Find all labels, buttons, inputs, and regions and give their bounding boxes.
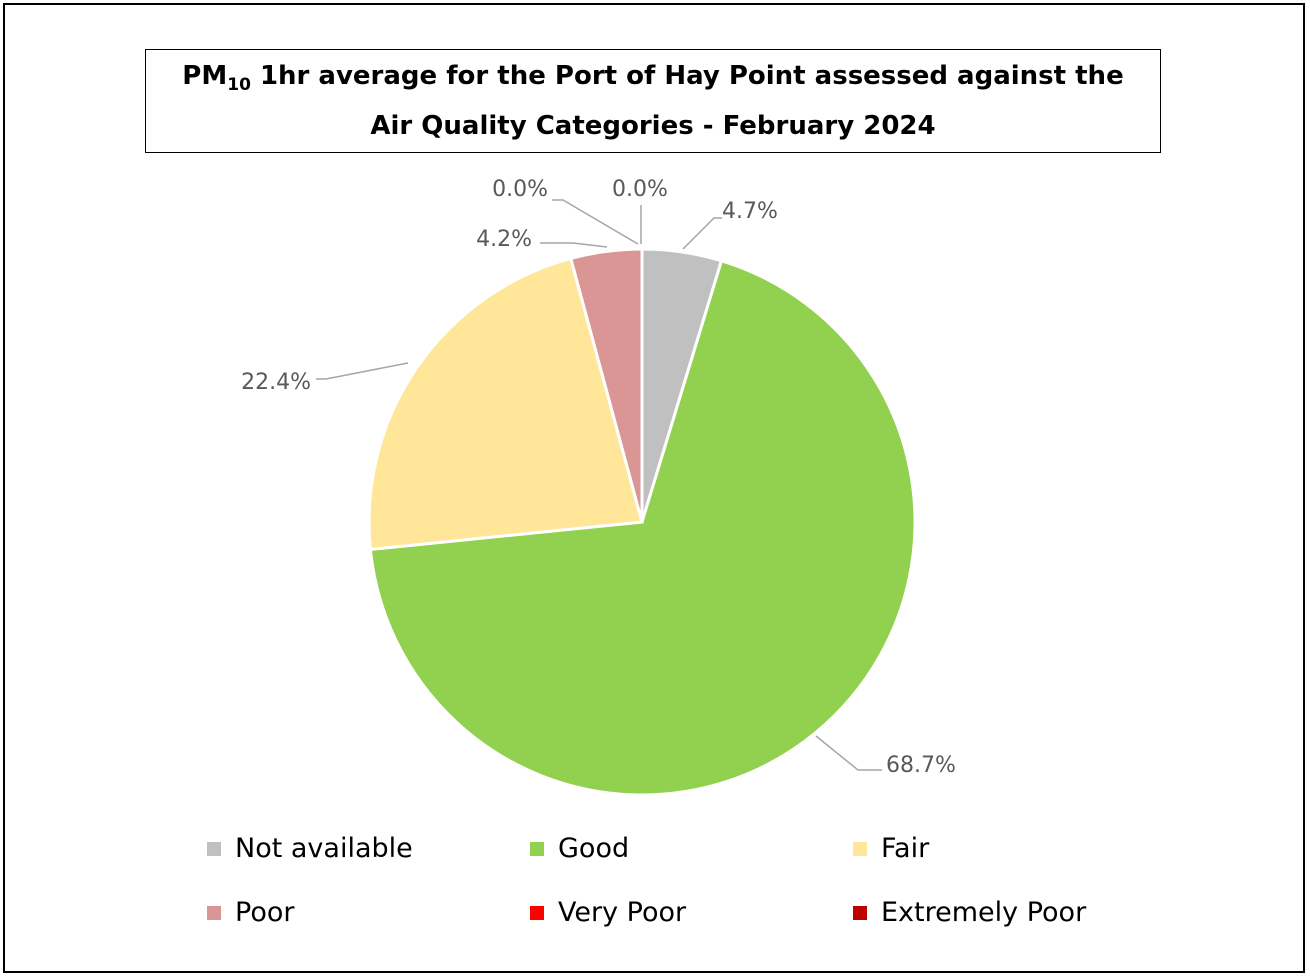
- legend-label: Extremely Poor: [881, 897, 1087, 928]
- legend-item-very-poor: Very Poor: [530, 897, 686, 928]
- title-subscript: 10: [227, 75, 251, 96]
- data-label: 4.2%: [476, 227, 532, 252]
- leader-line: [815, 735, 882, 771]
- pie-slice-fair: [367, 256, 644, 552]
- data-label: 68.7%: [886, 753, 956, 778]
- legend-label: Very Poor: [558, 897, 687, 928]
- leader-line: [682, 217, 722, 250]
- legend-swatch: [530, 905, 544, 920]
- leader-lines: [316, 199, 882, 771]
- legend-item-extremely-poor: Extremely Poor: [853, 897, 1086, 928]
- pie-slice-poor: [568, 247, 644, 523]
- legend-item-good: Good: [530, 833, 629, 864]
- data-label: 4.7%: [722, 199, 778, 224]
- leader-line: [316, 362, 409, 380]
- pie-slices: [367, 247, 917, 797]
- legend-item-not-available: Not available: [207, 833, 413, 864]
- leader-line: [552, 199, 639, 245]
- data-label: 0.0%: [492, 177, 548, 202]
- legend-swatch: [530, 841, 544, 856]
- data-label: 0.0%: [612, 177, 668, 202]
- legend-label: Not available: [235, 833, 413, 864]
- legend-swatch: [853, 841, 867, 856]
- chart-title-line-1: PM10 1hr average for the Port of Hay Poi…: [182, 56, 1123, 105]
- legend-swatch: [207, 905, 221, 920]
- data-label: 22.4%: [241, 370, 311, 395]
- legend-item-fair: Fair: [853, 833, 929, 864]
- chart-title-line-2: Air Quality Categories - February 2024: [370, 110, 936, 141]
- legend-label: Good: [558, 833, 630, 864]
- legend-label: Poor: [235, 897, 295, 928]
- title-line-1-rest: 1hr average for the Port of Hay Point as…: [250, 61, 1124, 92]
- legend-label: Fair: [881, 833, 930, 864]
- pie-slice-good: [368, 258, 917, 797]
- leader-line: [540, 242, 608, 248]
- chart-title: PM10 1hr average for the Port of Hay Poi…: [145, 49, 1161, 153]
- chart-frame: PM10 1hr average for the Port of Hay Poi…: [3, 3, 1305, 973]
- legend-item-poor: Poor: [207, 897, 294, 928]
- legend-swatch: [207, 841, 221, 856]
- legend-swatch: [853, 905, 867, 920]
- title-prefix: PM: [182, 61, 228, 92]
- data-labels: 4.7% 68.7% 22.4% 4.2% 0.0% 0.0%: [241, 177, 956, 778]
